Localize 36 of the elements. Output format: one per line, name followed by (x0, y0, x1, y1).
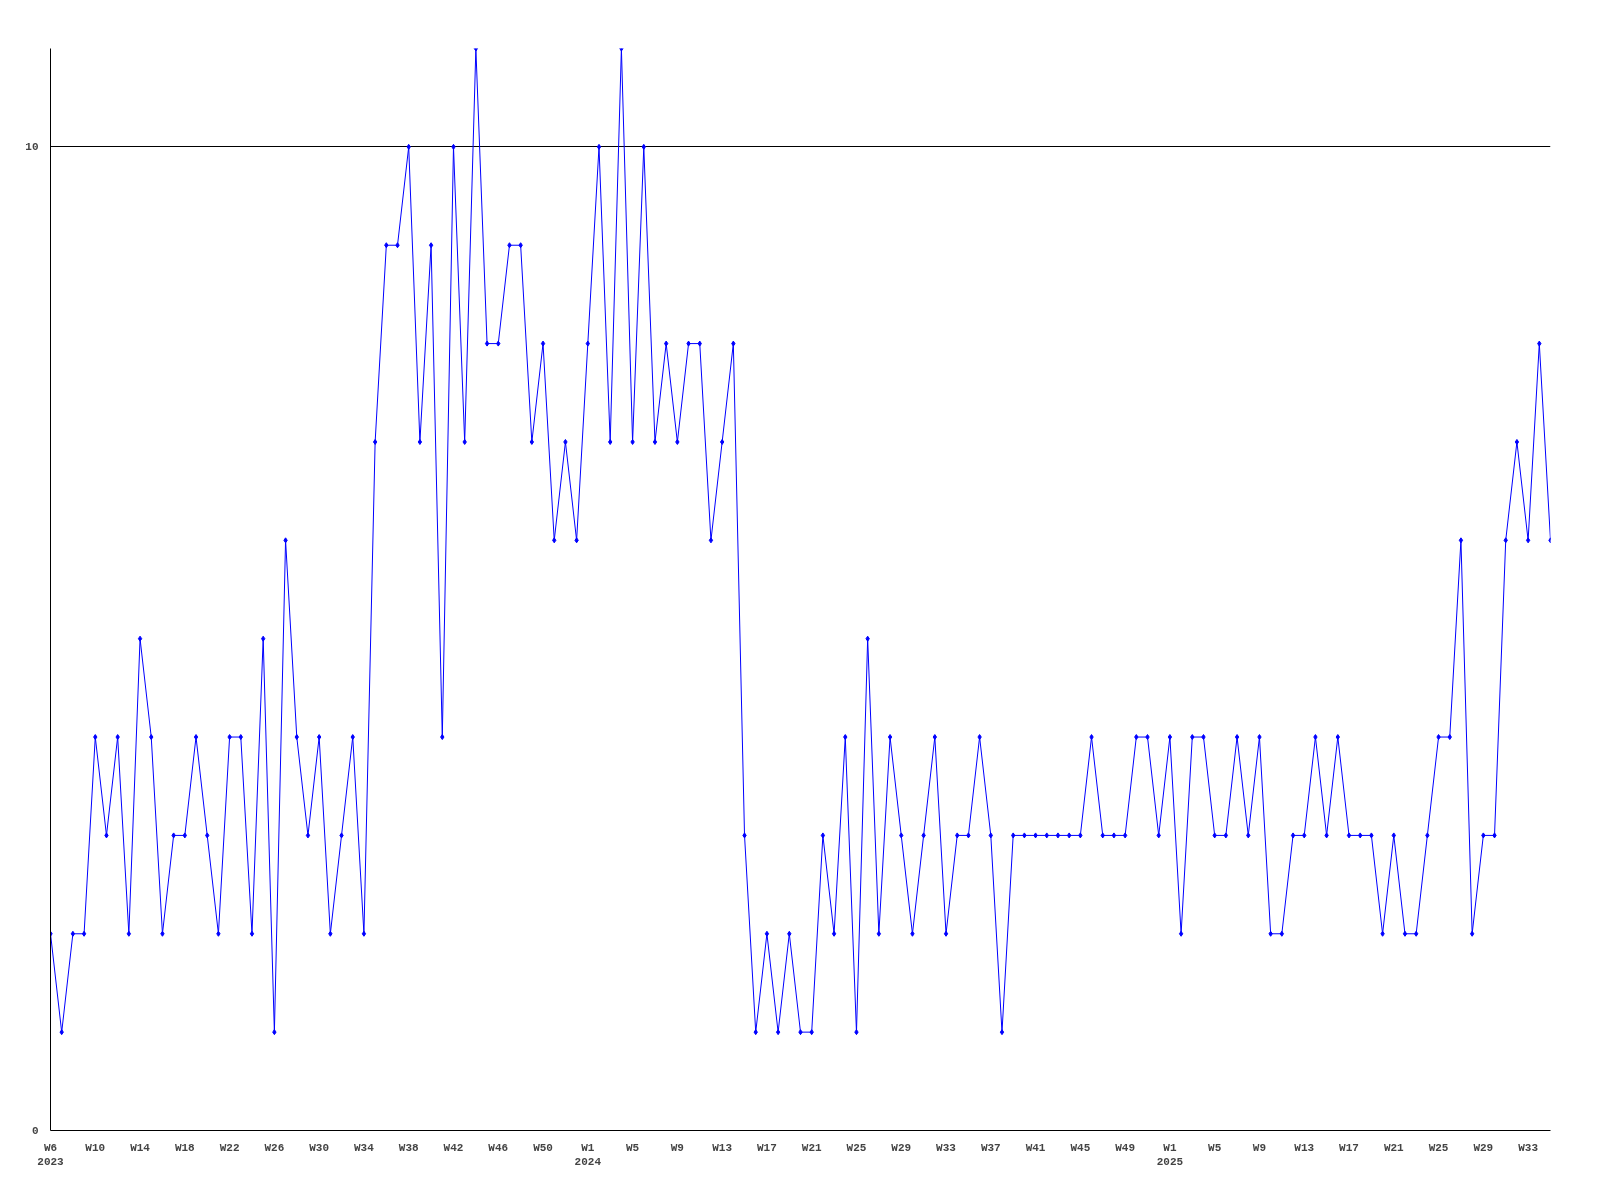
x-tick-label: W10 (85, 1141, 106, 1154)
x-tick-label: W13 (712, 1141, 733, 1154)
x-tick-label: W49 (1115, 1141, 1136, 1154)
x-tick-label: W9 (1252, 1141, 1267, 1154)
x-tick-label: W46 (488, 1141, 509, 1154)
x-tick-label: W21 (1383, 1141, 1405, 1154)
x-tick-label: W1 2024 (574, 1141, 602, 1168)
x-tick-label: W26 (264, 1141, 285, 1154)
x-tick-label: W17 (757, 1141, 777, 1154)
x-tick-label: W22 (219, 1141, 240, 1154)
x-tick-label: W42 (443, 1141, 464, 1154)
x-tick-label: W5 (625, 1141, 640, 1154)
x-tick-label: W25 (846, 1141, 867, 1154)
x-tick-label: W1 2025 (1156, 1141, 1184, 1168)
x-tick-label: W41 (1025, 1141, 1046, 1154)
x-tick-label: W37 (980, 1141, 1001, 1154)
x-tick-label: W45 (1070, 1141, 1091, 1154)
x-tick-label: W34 (354, 1141, 375, 1154)
y-tick-label: 0 (31, 1125, 39, 1137)
x-tick-label: W30 (309, 1141, 330, 1154)
x-tick-label: W21 (801, 1141, 822, 1154)
x-tick-label: W5 (1208, 1141, 1222, 1154)
x-tick-label: W18 (174, 1141, 196, 1154)
x-tick-label: W29 (1473, 1141, 1494, 1154)
x-tick-label: W9 (670, 1141, 684, 1154)
x-tick-label: W38 (398, 1141, 420, 1154)
x-tick-label: W25 (1428, 1141, 1449, 1154)
x-tick-label: W29 (891, 1141, 912, 1154)
x-tick-label: W50 (533, 1141, 553, 1154)
x-tick-label: W33 (1518, 1141, 1539, 1154)
x-tick-label: W17 (1339, 1141, 1359, 1154)
x-tick-label: W13 (1294, 1141, 1315, 1154)
x-tick-label: W14 (130, 1141, 151, 1154)
x-tick-label: W33 (936, 1141, 957, 1154)
y-tick-label: 10 (25, 141, 39, 154)
x-tick-label: W6 2023 (37, 1141, 65, 1168)
